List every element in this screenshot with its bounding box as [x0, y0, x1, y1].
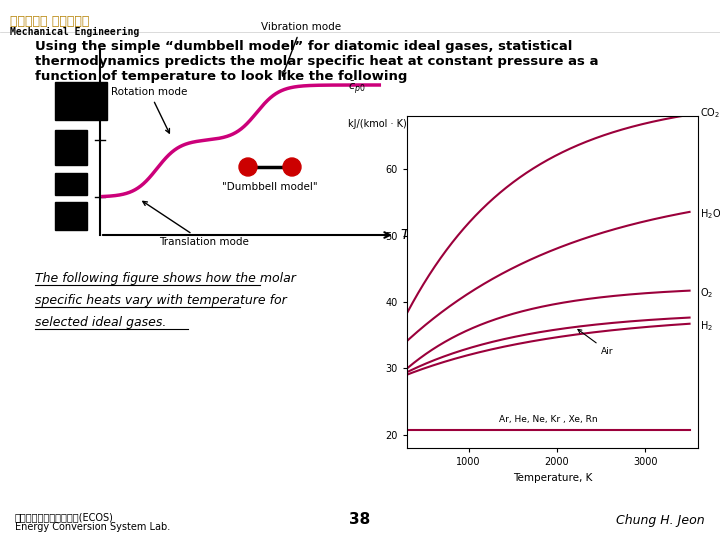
Bar: [55, 202, 87, 230]
Text: Ar, He, Ne, Kr , Xe, Rn: Ar, He, Ne, Kr , Xe, Rn: [499, 415, 598, 424]
Bar: [55, 130, 87, 165]
Text: 부산대학교 기계공학부: 부산대학교 기계공학부: [10, 15, 89, 28]
Bar: [55, 173, 87, 195]
Text: Chung H. Jeon: Chung H. Jeon: [616, 514, 705, 527]
Text: specific heats vary with temperature for: specific heats vary with temperature for: [35, 294, 287, 307]
Text: $\bar{c}_{p0}$: $\bar{c}_{p0}$: [348, 79, 366, 96]
Text: selected ideal gases.: selected ideal gases.: [35, 316, 166, 329]
Text: H$_2$: H$_2$: [700, 319, 713, 333]
Text: "Dumbbell model": "Dumbbell model": [222, 182, 318, 192]
Text: H$_2$O: H$_2$O: [700, 207, 720, 221]
Circle shape: [283, 158, 301, 176]
Text: Mechanical Engineering: Mechanical Engineering: [10, 27, 139, 37]
Bar: [55, 82, 107, 120]
Circle shape: [239, 158, 257, 176]
Text: Rotation mode: Rotation mode: [112, 87, 188, 133]
Text: O$_2$: O$_2$: [700, 286, 714, 300]
Text: Air: Air: [578, 329, 613, 356]
Text: The following figure shows how the molar: The following figure shows how the molar: [35, 272, 296, 285]
Text: 에너지변환시스템연구실(ECOS): 에너지변환시스템연구실(ECOS): [15, 512, 114, 522]
Text: T: T: [400, 228, 408, 242]
Text: CO$_2$: CO$_2$: [700, 106, 720, 120]
Text: Translation mode: Translation mode: [143, 201, 249, 247]
X-axis label: Temperature, K: Temperature, K: [513, 473, 593, 483]
Text: 38: 38: [349, 512, 371, 527]
Text: kJ/(kmol · K): kJ/(kmol · K): [348, 119, 408, 130]
Text: Vibration mode: Vibration mode: [261, 22, 341, 76]
Text: Energy Conversion System Lab.: Energy Conversion System Lab.: [15, 522, 170, 532]
Text: Using the simple “dumbbell model” for diatomic ideal gases, statistical
thermody: Using the simple “dumbbell model” for di…: [35, 40, 598, 83]
